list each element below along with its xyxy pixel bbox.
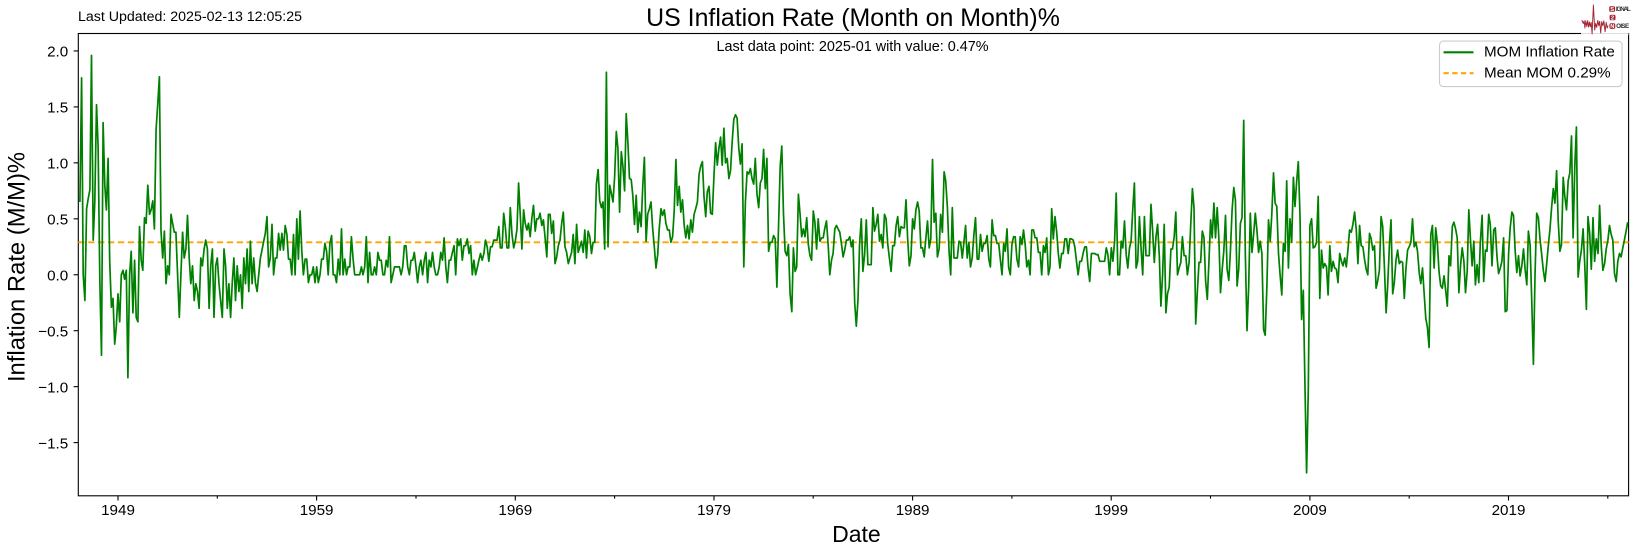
- svg-text:OISE: OISE: [1616, 23, 1629, 30]
- svg-text:IGNAL: IGNAL: [1616, 6, 1631, 13]
- svg-text:S: S: [1610, 7, 1614, 13]
- svg-text:2: 2: [1611, 15, 1614, 21]
- svg-text:N: N: [1610, 24, 1614, 30]
